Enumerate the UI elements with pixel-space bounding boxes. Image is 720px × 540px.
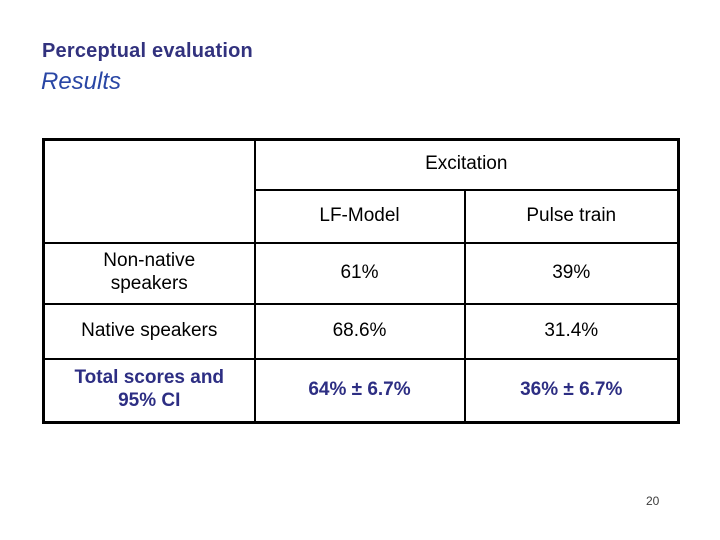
slide-kicker: Perceptual evaluation [42,40,253,62]
cell-native-lf-model: 68.6% [253,302,466,360]
cell-non-native-pulse-train: 39% [463,241,680,305]
results-table: Excitation LF-Model Pulse train Non-nati… [42,138,680,424]
row-label-non-native-speakers: Non-native speakers [42,241,256,305]
table-row-totals: Total scores and 95% CI 64% ± 6.7% 36% ±… [42,357,680,424]
table-group-header-row: Excitation [42,138,680,244]
column-header-pulse-train: Pulse train [463,188,680,244]
cell-non-native-lf-model: 61% [253,241,466,305]
excitation-group-header: Excitation [253,138,680,191]
row-label-total-scores: Total scores and 95% CI [42,357,256,424]
corner-empty-cell [42,138,256,244]
table-row: Non-native speakers 61% 39% [42,241,680,305]
table-row: Native speakers 68.6% 31.4% [42,302,680,360]
page-number: 20 [646,494,660,508]
table-column-header-row: LF-Model Pulse train [44,188,680,244]
slide-title: Results [41,68,122,95]
cell-total-pulse-train: 36% ± 6.7% [463,357,680,424]
column-header-lf-model: LF-Model [253,188,466,244]
cell-native-pulse-train: 31.4% [463,302,680,360]
cell-total-lf-model: 64% ± 6.7% [253,357,466,424]
row-label-native-speakers: Native speakers [42,302,256,360]
